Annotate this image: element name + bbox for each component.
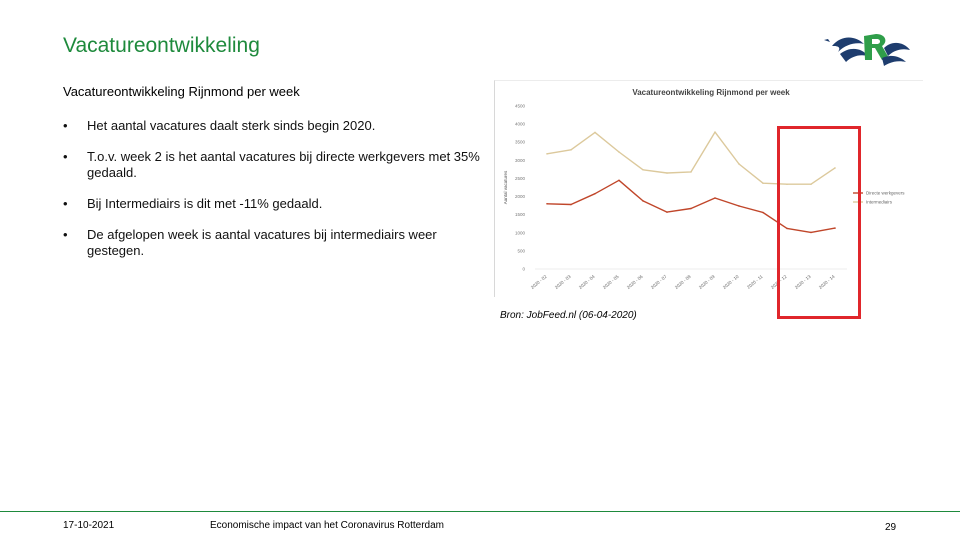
bullet-text: Het aantal vacatures daalt sterk sinds b… [87, 118, 376, 133]
bullet-item: • Het aantal vacatures daalt sterk sinds … [63, 118, 483, 134]
vacancy-chart: Vacatureontwikkeling Rijnmond per week Aa… [494, 80, 923, 297]
data-point [810, 231, 812, 234]
data-point [762, 182, 764, 184]
data-point [642, 200, 644, 202]
page-title: Vacatureontwikkeling [63, 34, 260, 57]
y-tick-label: 3500 [515, 140, 526, 145]
data-point [666, 211, 668, 213]
data-point [690, 207, 692, 210]
highlight-box [777, 126, 861, 319]
footer-divider [0, 511, 960, 512]
bullet-item: • Bij Intermediairs is dit met -11% gedaa… [63, 196, 483, 212]
footer-title: Economische impact van het Coronavirus R… [210, 520, 444, 531]
data-point [714, 197, 716, 199]
bullet-list: • Het aantal vacatures daalt sterk sinds … [63, 118, 483, 274]
data-point [786, 227, 788, 230]
rotterdam-logo [820, 26, 912, 70]
data-point [618, 179, 620, 182]
x-tick-label: 2020 - 03 [554, 274, 572, 290]
source-note: Bron: JobFeed.nl (06-04-2020) [500, 310, 637, 321]
y-tick-label: 4500 [515, 104, 526, 109]
data-point [762, 211, 764, 214]
bullet-symbol: • [63, 227, 68, 242]
data-point [834, 227, 836, 229]
data-point [546, 153, 548, 155]
data-point [570, 149, 572, 151]
bullet-item: • De afgelopen week is aantal vacatures b… [63, 227, 483, 259]
y-tick-label: 1500 [515, 212, 526, 217]
bullet-symbol: • [63, 118, 68, 133]
footer-date: 17-10-2021 [63, 520, 115, 531]
y-tick-label: 1000 [515, 230, 526, 235]
data-point [570, 203, 572, 206]
data-point [642, 168, 644, 171]
data-point [714, 131, 716, 133]
data-point [810, 183, 812, 186]
x-tick-label: 2020 - 02 [530, 274, 548, 290]
x-tick-label: 2020 - 07 [650, 274, 668, 290]
x-tick-label: 2020 - 06 [626, 274, 644, 290]
x-tick-label: 2020 - 08 [674, 274, 692, 290]
chart-title: Vacatureontwikkeling Rijnmond per week [632, 88, 790, 97]
page-number: 29 [885, 522, 897, 533]
x-tick-label: 2020 - 05 [602, 274, 620, 290]
data-point [666, 172, 668, 174]
data-point [786, 183, 788, 186]
data-point [738, 205, 740, 207]
data-point [834, 167, 836, 169]
y-tick-label: 4000 [515, 122, 526, 127]
y-tick-label: 500 [517, 248, 525, 253]
data-point [690, 171, 692, 173]
x-tick-label: 2020 - 04 [578, 274, 596, 290]
x-tick-label: 2020 - 11 [746, 274, 764, 290]
legend-label: Intermediairs [866, 200, 893, 205]
chart-svg: Vacatureontwikkeling Rijnmond per week Aa… [503, 88, 905, 290]
logo-graphic [824, 34, 910, 66]
data-point [738, 163, 740, 165]
data-point [594, 131, 596, 134]
bullet-text: Bij Intermediairs is dit met -11% gedaal… [87, 196, 323, 211]
data-point [546, 203, 548, 205]
data-point [594, 192, 596, 195]
x-tick-label: 2020 - 09 [698, 274, 716, 290]
section-subtitle: Vacatureontwikkeling Rijnmond per week [63, 84, 300, 99]
y-axis-label: Aantal vacatures [503, 170, 508, 204]
y-tick-label: 0 [522, 267, 525, 272]
bullet-text: T.o.v. week 2 is het aantal vacatures bi… [87, 149, 480, 180]
bullet-item: • T.o.v. week 2 is het aantal vacatures b… [63, 149, 483, 181]
legend-label: Directe werkgevers [866, 191, 905, 196]
bullet-symbol: • [63, 149, 68, 164]
x-tick-label: 2020 - 10 [722, 274, 740, 290]
y-tick-label: 2500 [515, 176, 526, 181]
y-tick-label: 3000 [515, 158, 526, 163]
bullet-symbol: • [63, 196, 68, 211]
y-tick-label: 2000 [515, 194, 526, 199]
bullet-text: De afgelopen week is aantal vacatures bi… [87, 227, 437, 258]
data-point [618, 151, 620, 153]
